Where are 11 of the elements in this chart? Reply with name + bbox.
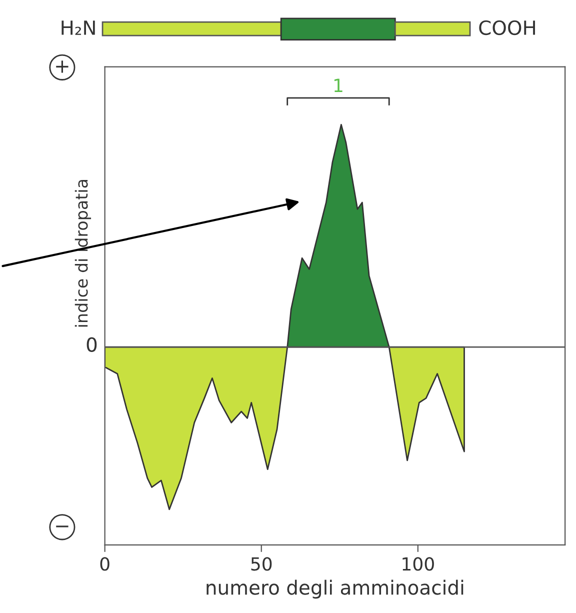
x-tick-label: 0 <box>100 557 110 571</box>
text: COOH <box>479 20 535 36</box>
text: − <box>56 526 68 528</box>
x-tick-label: 100 <box>402 557 434 571</box>
y-axis-title: indice di idropatia <box>74 180 92 327</box>
x-axis-title: numero degli amminoacidi <box>206 580 464 599</box>
text: H₂N <box>62 20 95 35</box>
text: 1 <box>334 78 342 92</box>
x-tick-label: 50 <box>251 557 272 571</box>
text: 0 <box>86 337 97 352</box>
text: + <box>56 60 68 73</box>
